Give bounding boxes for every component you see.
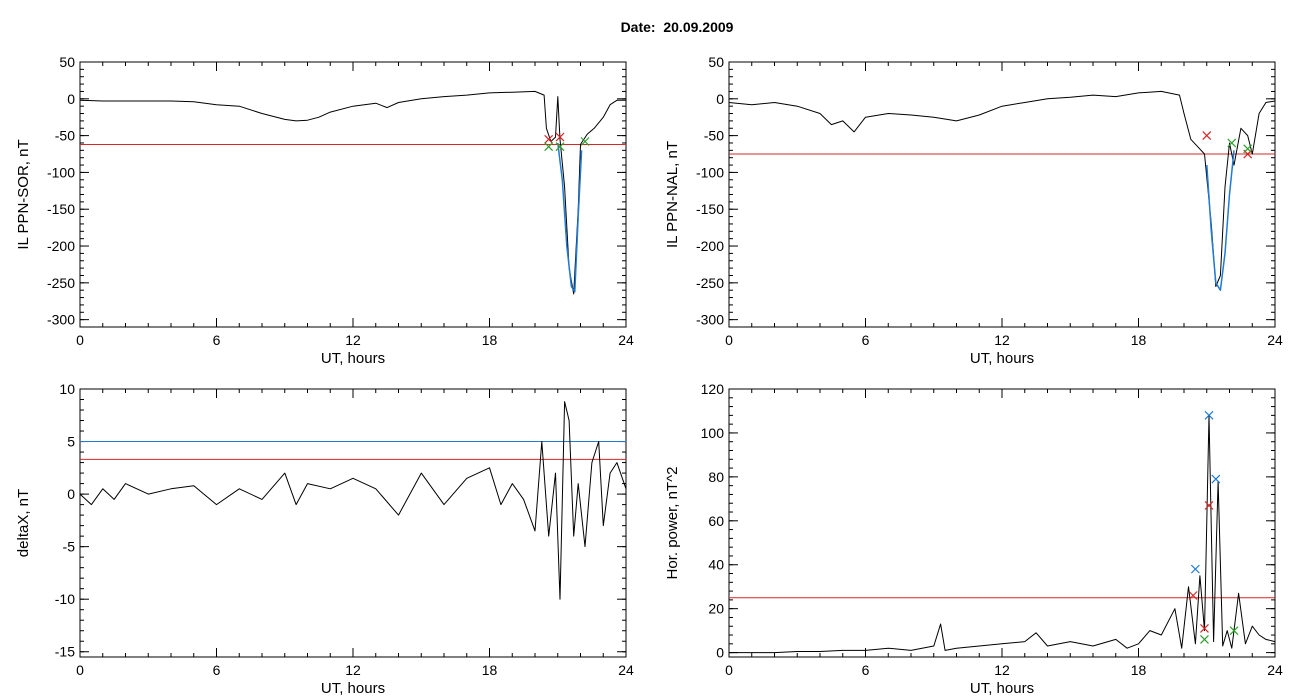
y-tick-label: -50	[55, 128, 75, 144]
plot-frame	[728, 61, 1276, 328]
x-tick-label: 18	[1131, 332, 1147, 348]
y-tick-label: 20	[708, 601, 724, 617]
y-tick-label: 50	[59, 54, 75, 70]
x-tick-label: 12	[345, 332, 361, 348]
y-tick-label: -50	[704, 128, 724, 144]
y-tick-label: -300	[47, 312, 75, 328]
event-marker	[1204, 501, 1214, 510]
y-tick-label: 0	[67, 91, 75, 107]
y-tick-label: -5	[63, 539, 76, 555]
y-axis-label: Hor. power, nT^2	[664, 467, 681, 580]
event-marker	[544, 134, 554, 144]
y-tick-label: 0	[716, 645, 724, 661]
y-tick-label: -15	[55, 644, 75, 660]
x-tick-label: 18	[482, 332, 498, 348]
event-marker	[1190, 564, 1200, 574]
event-marker	[1188, 591, 1198, 600]
y-axis-label: IL PPN-NAL, nT	[664, 141, 681, 248]
date-label: Date:	[620, 19, 656, 35]
x-tick-label: 12	[994, 332, 1010, 348]
y-tick-label: 80	[708, 469, 724, 485]
y-tick-label: 5	[67, 434, 75, 450]
x-axis-label: UT, hours	[321, 350, 385, 367]
y-tick-label: 10	[59, 381, 75, 397]
y-tick-label: -150	[47, 201, 75, 217]
event-marker	[1227, 138, 1237, 148]
y-tick-label: 120	[701, 381, 725, 397]
series-line	[79, 401, 627, 600]
event-marker	[544, 142, 554, 152]
y-tick-label: -150	[696, 201, 724, 217]
y-tick-label: 50	[708, 54, 724, 70]
x-tick-label: 6	[213, 332, 221, 348]
x-tick-label: 24	[618, 662, 634, 678]
x-tick-label: 24	[1267, 332, 1283, 348]
plot-frame	[79, 388, 627, 658]
y-tick-label: -200	[696, 238, 724, 254]
x-axis-label: UT, hours	[970, 680, 1034, 697]
series-line	[729, 414, 1276, 654]
y-tick-label: 60	[708, 513, 724, 529]
event-marker	[555, 132, 565, 142]
x-tick-label: 0	[76, 662, 84, 678]
y-tick-label: -250	[696, 275, 724, 291]
y-tick-label: -200	[47, 238, 75, 254]
y-tick-label: -300	[696, 312, 724, 328]
y-tick-label: 0	[67, 486, 75, 502]
event-marker	[1202, 131, 1212, 141]
plot-frame	[728, 388, 1276, 658]
y-tick-label: -250	[47, 275, 75, 291]
x-tick-label: 6	[213, 662, 221, 678]
y-axis-label: deltaX, nT	[15, 489, 32, 557]
x-tick-label: 0	[725, 332, 733, 348]
y-axis-label: IL PPN-SOR, nT	[15, 139, 32, 249]
figure-title: Date: 20.09.2009	[0, 19, 1300, 35]
y-tick-label: -10	[55, 591, 75, 607]
x-axis-label: UT, hours	[321, 680, 385, 697]
x-tick-label: 12	[994, 662, 1010, 678]
x-tick-label: 6	[862, 332, 870, 348]
x-tick-label: 18	[482, 662, 498, 678]
x-axis-label: UT, hours	[970, 350, 1034, 367]
y-tick-label: -100	[696, 164, 724, 180]
series-line	[728, 90, 1276, 287]
x-tick-label: 18	[1131, 662, 1147, 678]
date-value: 20.09.2009	[663, 19, 734, 35]
series-line	[79, 90, 626, 295]
event-marker	[580, 137, 590, 146]
event-marker	[555, 142, 565, 152]
event-marker	[1200, 635, 1209, 644]
y-tick-label: 0	[716, 91, 724, 107]
x-tick-label: 0	[76, 332, 84, 348]
y-tick-label: -100	[47, 164, 75, 180]
x-tick-label: 0	[725, 662, 733, 678]
x-tick-label: 24	[618, 332, 634, 348]
event-marker	[1204, 410, 1214, 420]
event-marker	[1211, 474, 1221, 484]
x-tick-label: 12	[345, 662, 361, 678]
fit-line	[1206, 150, 1235, 291]
y-tick-label: 40	[708, 557, 724, 573]
x-tick-label: 6	[862, 662, 870, 678]
event-marker	[1243, 144, 1253, 154]
event-marker	[1200, 624, 1209, 633]
chart-hor-power: 120 100 80 60 40 20 00 6 12 18 24 UT, hours Hor. pow…	[664, 381, 1283, 697]
y-tick-label: 100	[701, 425, 725, 441]
x-tick-label: 24	[1267, 662, 1283, 678]
fit-line	[557, 142, 583, 293]
event-marker	[1229, 626, 1239, 636]
